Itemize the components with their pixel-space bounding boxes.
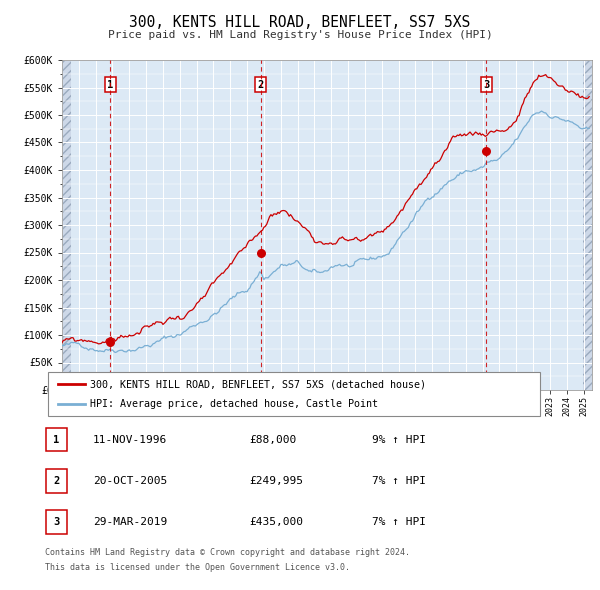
Text: £435,000: £435,000 [249,517,303,527]
Text: £249,995: £249,995 [249,476,303,486]
Text: Price paid vs. HM Land Registry's House Price Index (HPI): Price paid vs. HM Land Registry's House … [107,30,493,40]
FancyBboxPatch shape [48,372,540,416]
Text: HPI: Average price, detached house, Castle Point: HPI: Average price, detached house, Cast… [90,399,378,408]
FancyBboxPatch shape [46,469,67,493]
FancyBboxPatch shape [46,428,67,451]
Text: 7% ↑ HPI: 7% ↑ HPI [372,517,426,527]
Text: 3: 3 [483,80,489,90]
Text: 29-MAR-2019: 29-MAR-2019 [93,517,167,527]
Text: 300, KENTS HILL ROAD, BENFLEET, SS7 5XS: 300, KENTS HILL ROAD, BENFLEET, SS7 5XS [130,15,470,30]
Text: 7% ↑ HPI: 7% ↑ HPI [372,476,426,486]
FancyBboxPatch shape [46,510,67,534]
Text: 20-OCT-2005: 20-OCT-2005 [93,476,167,486]
Text: 1: 1 [53,435,59,444]
Bar [583,60,592,390]
Text: 2: 2 [53,476,59,486]
Text: 2: 2 [257,80,264,90]
Bar [62,60,71,390]
Text: Contains HM Land Registry data © Crown copyright and database right 2024.: Contains HM Land Registry data © Crown c… [45,548,410,557]
Text: 1: 1 [107,80,113,90]
Text: £88,000: £88,000 [249,435,296,444]
Text: 3: 3 [53,517,59,527]
Text: This data is licensed under the Open Government Licence v3.0.: This data is licensed under the Open Gov… [45,563,350,572]
Text: 300, KENTS HILL ROAD, BENFLEET, SS7 5XS (detached house): 300, KENTS HILL ROAD, BENFLEET, SS7 5XS … [90,379,426,389]
Text: 11-NOV-1996: 11-NOV-1996 [93,435,167,444]
Text: 9% ↑ HPI: 9% ↑ HPI [372,435,426,444]
